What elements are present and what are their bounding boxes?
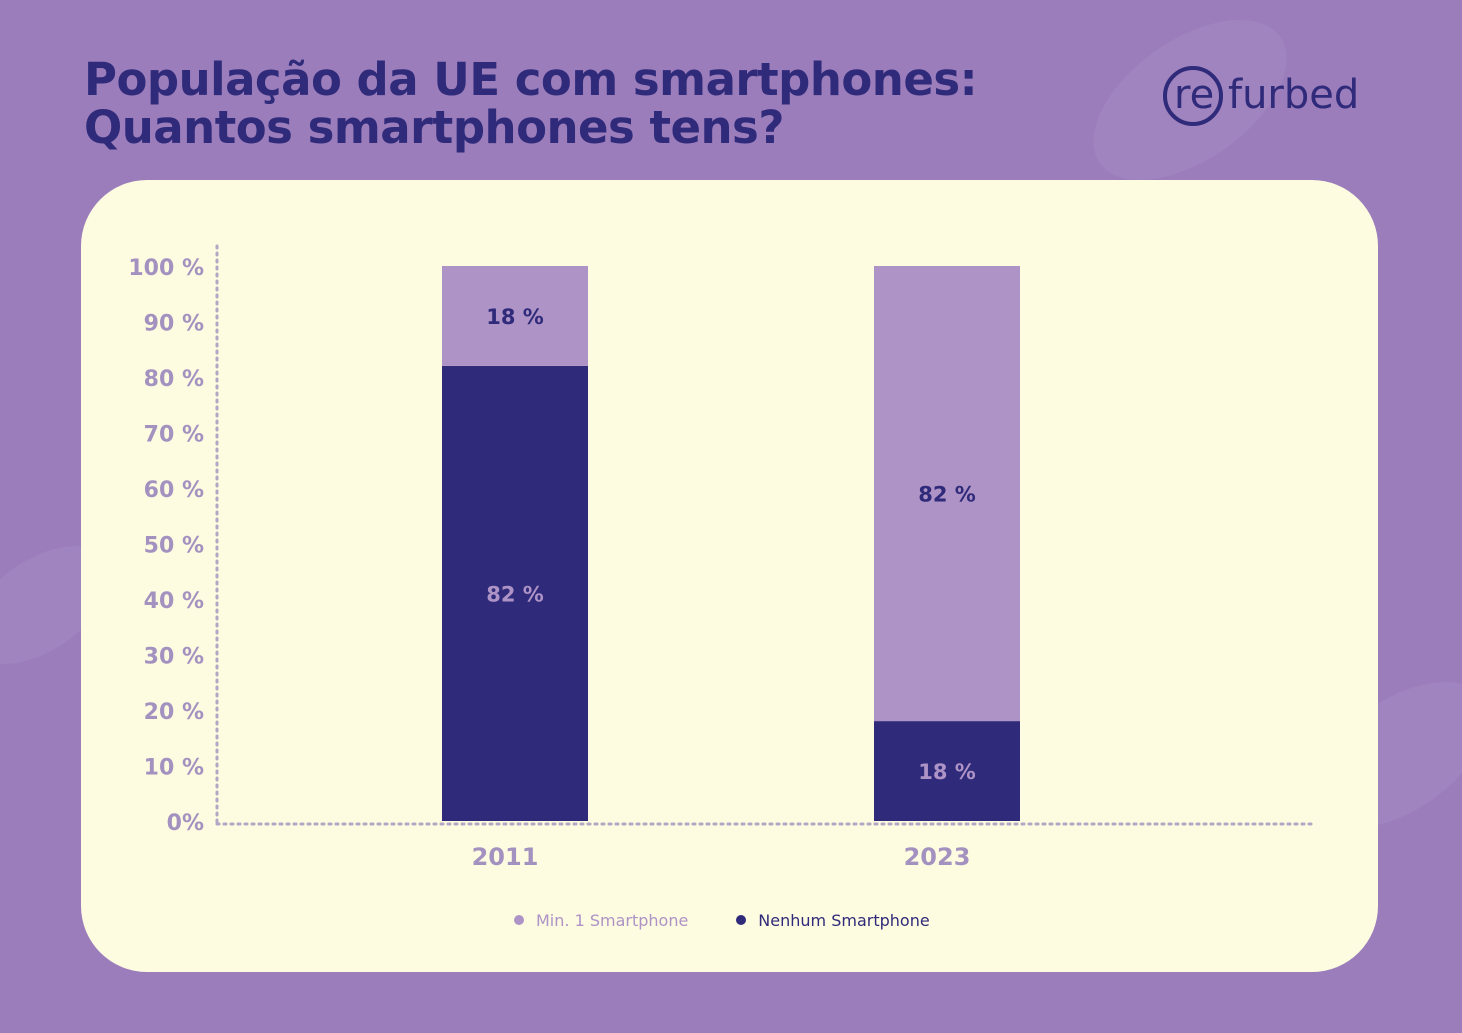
bar-segment <box>442 365 588 821</box>
x-tick-label: 2023 <box>904 843 971 871</box>
legend-dot-nenhum-smartphone <box>736 915 747 925</box>
logo-text-re: re <box>1174 72 1215 118</box>
chart-card <box>81 180 1378 972</box>
y-tick-label: 80 % <box>144 367 204 392</box>
y-tick-label: 90 % <box>144 312 204 337</box>
data-label: 82 % <box>486 582 544 606</box>
logo-circle-icon <box>1163 66 1223 126</box>
legend-item-nenhum-smartphone: Nenhum Smartphone <box>736 910 930 930</box>
y-tick-label: 30 % <box>144 645 204 670</box>
legend-dot-min-1-smartphone <box>514 915 524 925</box>
y-tick-label: 100 % <box>128 256 204 281</box>
legend-label-min-1-smartphone: Min. 1 Smartphone <box>536 910 689 930</box>
y-tick-label: 40 % <box>144 589 204 614</box>
data-label: 18 % <box>918 760 976 784</box>
bar-segment <box>442 266 588 366</box>
bar-segment <box>874 721 1020 821</box>
y-tick-label: 50 % <box>144 534 204 559</box>
legend-label-nenhum-smartphone: Nenhum Smartphone <box>758 910 930 930</box>
y-tick-label: 10 % <box>144 756 204 781</box>
y-tick-label: 70 % <box>144 423 204 448</box>
y-tick-label: 0% <box>167 811 204 836</box>
bar-segment <box>874 266 1020 722</box>
chart-legend: Min. 1 Smartphone Nenhum Smartphone <box>514 908 978 932</box>
logo-text-furbed: furbed <box>1228 72 1360 118</box>
page-title: População da UE com smartphones: Quantos… <box>84 53 978 154</box>
y-tick-label: 20 % <box>144 700 204 725</box>
legend-item-min-1-smartphone: Min. 1 Smartphone <box>514 911 688 930</box>
refurbed-logo: re furbed <box>1162 64 1387 128</box>
title-line-1: População da UE com smartphones: <box>84 53 978 106</box>
y-tick-label: 60 % <box>144 478 204 503</box>
x-tick-label: 2011 <box>472 843 539 871</box>
data-label: 82 % <box>918 483 976 507</box>
data-label: 18 % <box>486 305 544 329</box>
title-line-2: Quantos smartphones tens? <box>84 101 784 154</box>
